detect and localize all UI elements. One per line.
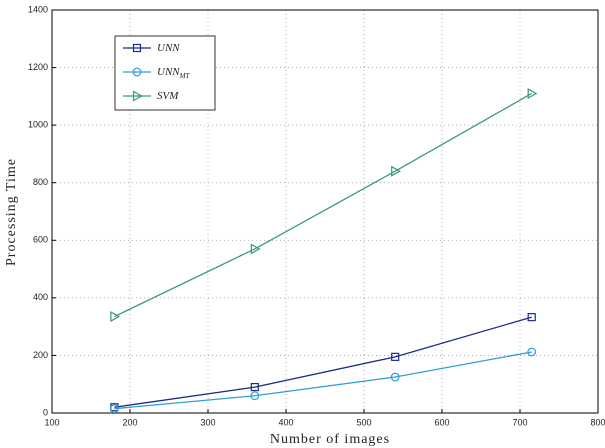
x-tick-label: 800 <box>590 417 605 427</box>
series-line <box>114 351 532 410</box>
x-tick-label: 100 <box>44 417 59 427</box>
marker <box>250 382 259 392</box>
legend-label: UNN <box>157 42 180 54</box>
marker <box>527 347 537 357</box>
y-tick-label: 800 <box>33 177 48 187</box>
x-tick-label: 600 <box>434 417 449 427</box>
legend-subscript: MT <box>179 72 191 80</box>
series-line <box>114 92 533 318</box>
legend-marker <box>132 67 142 77</box>
legend-name: UNN <box>157 42 180 54</box>
x-tick-label: 300 <box>200 417 215 427</box>
legend-marker <box>132 90 143 102</box>
marker <box>391 165 401 177</box>
y-tick-label: 0 <box>43 407 48 417</box>
marker <box>110 311 121 323</box>
marker <box>527 87 538 100</box>
marker <box>250 243 261 255</box>
series-line <box>114 316 532 408</box>
x-tick-label: 400 <box>278 417 293 427</box>
y-tick-label: 200 <box>33 350 48 360</box>
x-tick-label: 700 <box>512 417 527 427</box>
y-tick-label: 400 <box>33 292 48 302</box>
x-tick-label: 500 <box>356 417 371 427</box>
legend-marker <box>132 43 142 53</box>
y-tick-label: 600 <box>33 235 48 245</box>
legend-label: SVM <box>157 90 179 102</box>
x-tick-label: 200 <box>122 417 137 427</box>
y-tick-label: 1200 <box>28 62 48 72</box>
legend-name: UNN <box>157 66 180 78</box>
x-axis-label: Number of images <box>270 432 390 447</box>
y-tick-label: 1400 <box>28 4 48 14</box>
marker <box>390 372 400 382</box>
legend-label: UNNMT <box>157 66 190 80</box>
plot-frame <box>51 9 599 414</box>
y-tick-label: 1000 <box>28 120 48 130</box>
legend-name: SVM <box>157 90 179 102</box>
marker <box>250 391 260 401</box>
marker <box>391 352 400 361</box>
marker <box>109 404 119 414</box>
marker <box>527 313 536 322</box>
y-axis-label: Processing Time <box>4 158 19 266</box>
